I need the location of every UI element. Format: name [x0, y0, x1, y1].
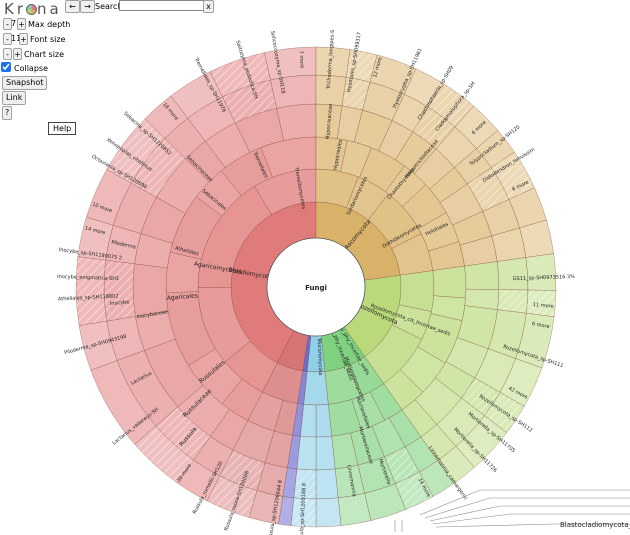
- arc-ascomycota-r4-7-hatch: [467, 167, 510, 212]
- genus-label-piloderma: Piloderma: [111, 240, 137, 251]
- arc-basidiomycota-r5-10-hatch: [210, 52, 271, 97]
- font-size-value: 11: [11, 34, 22, 43]
- max-depth-value: 7: [11, 19, 17, 28]
- arc-basidiomycota-r4-4-hatch: [104, 260, 136, 322]
- root-center[interactable]: [266, 237, 366, 337]
- font-size-decrease-button[interactable]: -: [3, 33, 12, 45]
- genus-label-inocybe: Inocybe: [110, 299, 130, 307]
- genus-label-linnemannia: Linnemannia: [345, 464, 357, 497]
- arc-ascomycota-r5-4-hatch: [428, 83, 474, 128]
- forward-button[interactable]: →: [80, 0, 95, 13]
- arc-basidiomycota-r5-4-hatch: [76, 256, 107, 326]
- max-depth-decrease-button[interactable]: -: [3, 18, 12, 30]
- leaf-label-left-0: Russula_sp-SH1200188 8: [298, 483, 307, 535]
- arc-basidiomycota-r5-7-hatch: [106, 118, 165, 184]
- family-label-hypocreaceae: Hypocreaceae: [325, 103, 334, 139]
- arc-basidiomycota-r4-7-hatch: [131, 138, 186, 198]
- arc-ascomycota-r5-7-hatch: [491, 151, 535, 200]
- arc-mucoromycota-r4-1-hatch: [293, 468, 316, 499]
- arc-rozellomycota-r2-0[interactable]: [432, 265, 467, 299]
- family-label-inocybaceae: Inocybaceae: [136, 309, 168, 320]
- phylum-label-mucoromycota: Mucoromycota: [316, 338, 323, 375]
- collapse-checkbox[interactable]: [1, 62, 11, 72]
- link-button[interactable]: Link: [2, 91, 27, 105]
- sunburst-rings[interactable]: [75, 46, 557, 528]
- leaf-label-left-19: 7 more: [297, 50, 304, 68]
- chart-size-label: Chart size: [24, 50, 65, 59]
- arc-mucoromycota-r5-0[interactable]: [315, 497, 342, 528]
- snapshot-button[interactable]: Snapshot: [2, 76, 48, 90]
- krona-logo: Kr na: [4, 0, 62, 18]
- leader-lines: [394, 489, 630, 532]
- search-input[interactable]: [119, 0, 205, 11]
- arc-rozellomycota-r4-1-hatch: [497, 289, 528, 314]
- arc-rozellomycota-r3-0[interactable]: [464, 261, 500, 290]
- chart-size-increase-button[interactable]: +: [13, 48, 22, 60]
- arc-mucoromycota-r3-0[interactable]: [315, 435, 336, 471]
- blasto-leaf-label: Blastocladiomycota_gen_: [560, 521, 630, 529]
- chart-size-decrease-button[interactable]: -: [3, 48, 12, 60]
- arc-basidiomycota-r3-11[interactable]: [276, 103, 317, 141]
- font-size-increase-button[interactable]: +: [19, 33, 28, 45]
- arc-mucoromycota-r4-0[interactable]: [315, 468, 339, 500]
- font-size-label: Font size: [30, 35, 66, 44]
- arc-rozellomycota-r4-0[interactable]: [496, 257, 529, 291]
- leaf-label-right-10: GS11_sp-SH0973516 3%: [513, 274, 576, 282]
- help-button[interactable]: ?: [2, 106, 13, 120]
- arc-basidiomycota-r4-1-hatch: [155, 406, 211, 461]
- order-label-hypocreales: Hypocreales: [333, 139, 344, 171]
- root-label: Fungi: [305, 284, 327, 292]
- max-depth-label: Max depth: [28, 20, 71, 29]
- arc-rozellomycota-r5-1-hatch: [526, 290, 556, 317]
- arc-rozellomycota-r5-0[interactable]: [525, 253, 557, 291]
- leaf-label-right-0: Trichoderma_longipes-S: [326, 30, 336, 91]
- leaf-label-right-12: 6 more: [531, 321, 550, 330]
- search-clear-button[interactable]: x: [203, 0, 214, 13]
- arc-rozellomycota-r5-4-hatch: [484, 392, 525, 433]
- arc-basidiomycota-r4-11[interactable]: [270, 74, 317, 109]
- leaf-label-left-10: 14 more: [84, 225, 106, 236]
- arc-rozellomycota-r4-4-hatch: [461, 377, 500, 416]
- search-label: Search:: [95, 2, 126, 11]
- order-label-agaricales: Agaricales: [167, 292, 199, 302]
- arc-ascomycota-r4-1-hatch: [342, 77, 371, 111]
- arc-mortierellomycota-r4-1-hatch: [384, 446, 420, 484]
- leaf-label-left-8: Inocybe_enigmatica-SH1: [57, 274, 119, 282]
- arc-basidiomycota-r4-10-hatch: [222, 79, 277, 123]
- back-button[interactable]: ←: [65, 0, 80, 13]
- arc-mucoromycota-r5-1-hatch: [290, 497, 316, 527]
- max-depth-increase-button[interactable]: +: [17, 18, 26, 30]
- arc-ascomycota-r4-4-hatch: [412, 107, 456, 149]
- arc-basidiomycota-r3-4[interactable]: [132, 263, 169, 317]
- collapse-label: Collapse: [14, 64, 48, 73]
- leaf-label-right-2: 12 more: [372, 57, 384, 79]
- arc-mucoromycota-r1-0[interactable]: [303, 371, 329, 406]
- leaf-label-left-7: Atheliales_sp-SH118802: [58, 293, 119, 302]
- arc-basidiomycota-tail-r5-1-hatch: [207, 475, 257, 518]
- arc-basidiomycota-r5-11[interactable]: [264, 46, 317, 81]
- logo-wheel-icon: [26, 4, 38, 15]
- help-tooltip: Help: [48, 122, 77, 135]
- arc-mortierellomycota-r5-1-hatch: [395, 472, 434, 510]
- arc-rozellomycota-r1-0[interactable]: [398, 270, 435, 312]
- arc-basidiomycota-tail-r4-1-hatch: [219, 450, 265, 491]
- leaf-label-right-11: 11 more: [533, 302, 554, 310]
- arc-ascomycota-r5-1-hatch: [346, 49, 378, 82]
- arc-basidiomycota-r5-1-hatch: [134, 425, 194, 483]
